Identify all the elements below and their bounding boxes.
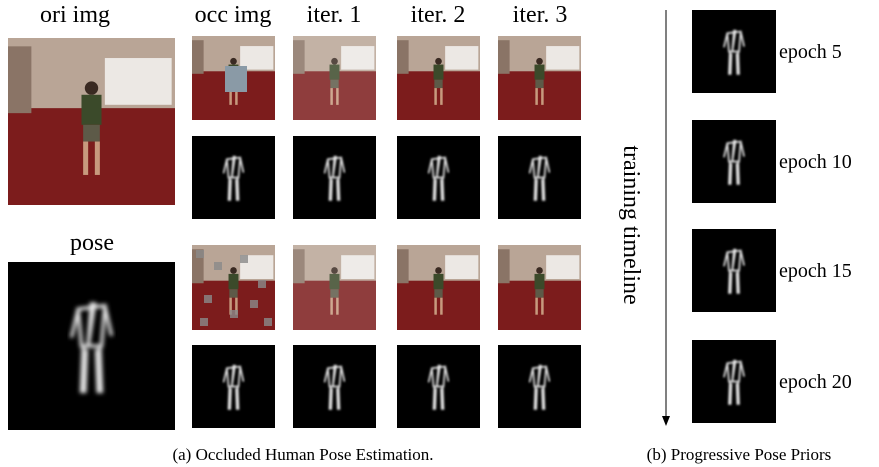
arrow-head bbox=[662, 416, 670, 426]
iter-image bbox=[498, 36, 581, 120]
epoch-label: epoch 5 bbox=[779, 41, 842, 63]
epoch-label: epoch 10 bbox=[779, 151, 852, 173]
column-header: occ img bbox=[195, 2, 272, 28]
pose-thumb bbox=[293, 345, 376, 428]
epoch-pose bbox=[692, 120, 776, 203]
iter-image bbox=[397, 36, 480, 120]
pose-thumb bbox=[397, 136, 480, 219]
caption: (a) Occluded Human Pose Estimation. bbox=[172, 445, 433, 464]
column-header: iter. 3 bbox=[513, 2, 568, 28]
ori-image bbox=[8, 38, 175, 205]
pose-image bbox=[8, 262, 175, 430]
figure: ori img pose occ img iter. 1 iter. 2 ite… bbox=[0, 0, 879, 467]
pose-thumb bbox=[498, 136, 581, 219]
pose-thumb bbox=[192, 345, 275, 428]
thumbnail-grid bbox=[192, 36, 581, 428]
pose-thumb bbox=[192, 136, 275, 219]
epoch-pose bbox=[692, 229, 776, 312]
column-header: iter. 1 bbox=[307, 2, 362, 28]
iter-image bbox=[397, 245, 480, 330]
caption: (b) Progressive Pose Priors bbox=[647, 445, 832, 464]
epoch-pose bbox=[692, 10, 776, 93]
iter-image bbox=[293, 245, 376, 330]
pose-thumb bbox=[397, 345, 480, 428]
pose-thumb bbox=[293, 136, 376, 219]
pose-thumb bbox=[498, 345, 581, 428]
axis-label: training timeline bbox=[618, 145, 644, 304]
occlusion bbox=[225, 66, 247, 92]
iter-image bbox=[498, 245, 581, 330]
epoch-label: epoch 15 bbox=[779, 260, 852, 282]
epoch-pose bbox=[692, 340, 776, 423]
pose-label: pose bbox=[70, 230, 114, 256]
ori-label: ori img bbox=[40, 2, 110, 28]
column-header: iter. 2 bbox=[411, 2, 466, 28]
epoch-label: epoch 20 bbox=[779, 371, 852, 393]
iter-image bbox=[293, 36, 376, 120]
